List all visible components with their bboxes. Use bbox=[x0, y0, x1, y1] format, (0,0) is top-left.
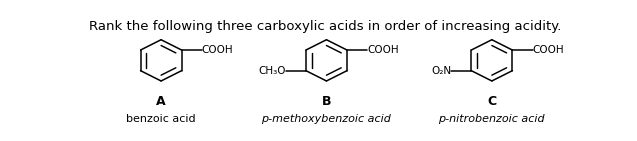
Text: O₂N: O₂N bbox=[431, 66, 451, 76]
Text: COOH: COOH bbox=[202, 45, 233, 55]
Text: C: C bbox=[487, 95, 496, 108]
Text: B: B bbox=[322, 95, 331, 108]
Text: A: A bbox=[156, 95, 166, 108]
Text: COOH: COOH bbox=[533, 45, 564, 55]
Text: Rank the following three carboxylic acids in order of increasing acidity.: Rank the following three carboxylic acid… bbox=[89, 20, 562, 33]
Text: p-nitrobenzoic acid: p-nitrobenzoic acid bbox=[438, 114, 545, 124]
Text: COOH: COOH bbox=[367, 45, 399, 55]
Text: benzoic acid: benzoic acid bbox=[126, 114, 196, 124]
Text: p-methoxybenzoic acid: p-methoxybenzoic acid bbox=[262, 114, 391, 124]
Text: CH₃O: CH₃O bbox=[258, 66, 286, 76]
